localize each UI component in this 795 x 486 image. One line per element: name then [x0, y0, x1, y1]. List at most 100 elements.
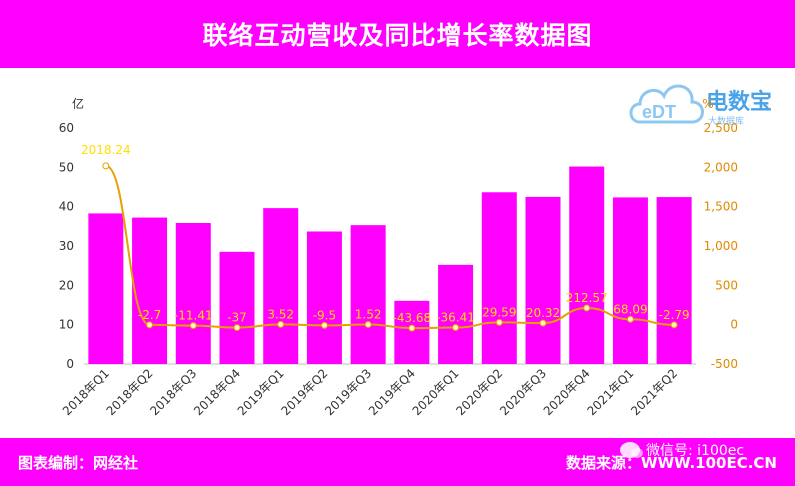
x-tick-label: 2019年Q4 [366, 366, 418, 418]
bar [438, 264, 474, 364]
data-source: 数据来源：WWW.100EC.CN [566, 454, 777, 472]
growth-rate-label: -43.68 [393, 311, 432, 325]
x-tick-label: 2019年Q2 [278, 366, 330, 418]
bar-value-label: 35.3 [355, 232, 382, 246]
y-left-tick-label: 30 [59, 239, 74, 253]
y-left-tick-label: 60 [59, 121, 74, 135]
growth-rate-point [626, 315, 634, 323]
x-tick-label: 2020年Q1 [410, 366, 462, 418]
bar [525, 196, 561, 364]
bar [481, 192, 517, 364]
bar [656, 197, 692, 364]
chart-title: 联络互动营收及同比增长率数据图 [202, 21, 593, 50]
growth-rate-label: 68.09 [613, 302, 647, 316]
y-left-tick-label: 50 [59, 160, 74, 174]
x-tick-label: 2021年Q1 [584, 366, 636, 418]
svg-text:eDT: eDT [642, 102, 676, 122]
growth-rate-label: 1.52 [355, 308, 382, 322]
chart-credit: 图表编制：网经社 [18, 454, 139, 472]
growth-rate-label: -36.41 [436, 311, 475, 325]
x-tick-label: 2020年Q4 [541, 366, 593, 418]
wechat-icon [620, 442, 643, 458]
x-tick-label: 2018年Q3 [147, 366, 199, 418]
watermark-logo: eDT 电数宝 大数据库 [628, 70, 793, 132]
bar [88, 213, 124, 364]
growth-rate-label: -2.79 [659, 308, 690, 322]
growth-rate-line [105, 164, 675, 330]
growth-rate-label: -9.5 [313, 308, 336, 322]
footer-bar: 图表编制：网经社 数据来源：WWW.100EC.CN [0, 438, 795, 486]
wechat-watermark: 微信号: i100ec [620, 440, 744, 460]
bar [263, 208, 299, 364]
y-right-tick-label: 1,000 [704, 239, 738, 253]
growth-rate-point [146, 321, 154, 329]
wechat-id: 微信号: i100ec [646, 443, 745, 459]
growth-rate-point [320, 321, 328, 329]
x-tick-label: 2019年Q3 [322, 366, 374, 418]
y-right-unit-label: % [702, 97, 713, 111]
bar [219, 251, 255, 364]
bar [350, 225, 386, 364]
growth-rate-point [408, 324, 416, 332]
logo-name: 电数宝 [706, 90, 773, 115]
y-left-tick-label: 10 [59, 318, 74, 332]
y-left-tick-label: 20 [59, 278, 74, 292]
bar-value-label: 38.28 [89, 220, 123, 234]
growth-rate-point [189, 322, 197, 330]
x-tick-label: 2019年Q1 [235, 366, 287, 418]
bar [394, 300, 430, 364]
x-tick-label: 2018年Q4 [191, 366, 243, 418]
bar [175, 222, 211, 364]
growth-rate-point [102, 162, 110, 170]
y-right-tick-label: 1,500 [704, 200, 738, 214]
bar-value-label: 42.48 [526, 204, 560, 218]
bar [612, 197, 648, 364]
y-left-tick-label: 40 [59, 200, 74, 214]
bar-value-label: 25.2 [442, 272, 469, 286]
growth-rate-point [452, 324, 460, 332]
bar-value-label: 37.23 [132, 225, 166, 239]
title-bar: 联络互动营收及同比增长率数据图 [0, 0, 795, 68]
x-tick-label: 2018年Q2 [104, 366, 156, 418]
chart: 0 10 20 30 40 50 60 亿 -500 0 500 1,000 1,500 2,000 2,5… [59, 96, 738, 418]
x-tick-label: 2018年Q1 [60, 366, 112, 418]
y-right-tick-label: 0 [730, 318, 738, 332]
logo-subtitle: 大数据库 [708, 117, 745, 127]
y-right-tick-label: 500 [715, 278, 738, 292]
bar-value-label: 16.06 [395, 308, 429, 322]
bar-value-label: 33.69 [307, 238, 341, 252]
bar [306, 231, 342, 364]
growth-rate-point [233, 324, 241, 332]
x-tick-label: 2021年Q2 [628, 366, 680, 418]
growth-rate-label: 29.59 [482, 305, 516, 319]
cloud-logo-icon: eDT [629, 84, 704, 124]
growth-rate-label: -37 [227, 311, 247, 325]
growth-rate-label: 212.57 [566, 291, 608, 305]
y-left-unit-label: 亿 [72, 96, 84, 111]
y-right-tick-label: 2,000 [704, 160, 738, 174]
y-left-tick-label: 0 [66, 357, 74, 371]
growth-rate-point [364, 321, 372, 329]
bar-value-label: 35.85 [176, 230, 210, 244]
y-right-tick-label: -500 [711, 357, 738, 371]
growth-rate-label: 20.32 [526, 306, 560, 320]
bar [569, 166, 605, 364]
bar-value-label: 42.44 [657, 204, 691, 218]
x-tick-label: 2020年Q3 [497, 366, 549, 418]
bar-value-label: 42.35 [613, 204, 647, 218]
growth-rate-label: -11.41 [174, 309, 213, 323]
x-tick-label: 2020年Q2 [453, 366, 505, 418]
growth-rate-label: 2018.24 [81, 143, 131, 157]
y-right-tick-label: 2,500 [704, 121, 738, 135]
bar-value-label: 39.63 [264, 215, 298, 229]
bar-value-label: 43.66 [482, 199, 516, 213]
bar [132, 217, 168, 364]
bar-value-label: 28.52 [220, 259, 254, 273]
growth-rate-point [277, 320, 285, 328]
growth-rate-point [495, 318, 503, 326]
growth-rate-point [670, 321, 678, 329]
growth-rate-point [539, 319, 547, 327]
growth-rate-label: 3.52 [267, 307, 294, 321]
growth-rate-point [583, 304, 591, 312]
growth-rate-label: -2.7 [138, 308, 161, 322]
